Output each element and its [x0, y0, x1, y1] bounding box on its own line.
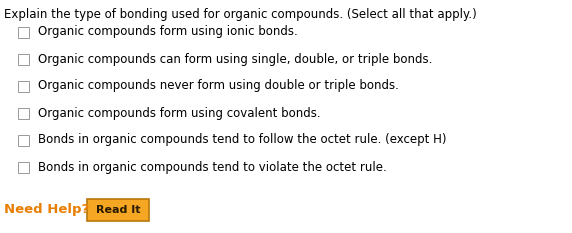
FancyBboxPatch shape: [18, 107, 29, 119]
FancyBboxPatch shape: [18, 54, 29, 65]
FancyBboxPatch shape: [18, 134, 29, 145]
Text: Organic compounds form using covalent bonds.: Organic compounds form using covalent bo…: [38, 106, 321, 120]
FancyBboxPatch shape: [18, 27, 29, 38]
Text: Organic compounds form using ionic bonds.: Organic compounds form using ionic bonds…: [38, 25, 298, 38]
FancyBboxPatch shape: [87, 199, 149, 221]
Text: Organic compounds can form using single, double, or triple bonds.: Organic compounds can form using single,…: [38, 52, 432, 65]
Text: Read It: Read It: [96, 205, 140, 215]
FancyBboxPatch shape: [18, 80, 29, 92]
Text: Bonds in organic compounds tend to violate the octet rule.: Bonds in organic compounds tend to viola…: [38, 161, 387, 174]
FancyBboxPatch shape: [18, 161, 29, 172]
Text: Organic compounds never form using double or triple bonds.: Organic compounds never form using doubl…: [38, 79, 399, 93]
Text: Explain the type of bonding used for organic compounds. (Select all that apply.): Explain the type of bonding used for org…: [4, 8, 476, 21]
Text: Bonds in organic compounds tend to follow the octet rule. (except H): Bonds in organic compounds tend to follo…: [38, 134, 447, 147]
Text: Need Help?: Need Help?: [4, 203, 89, 216]
